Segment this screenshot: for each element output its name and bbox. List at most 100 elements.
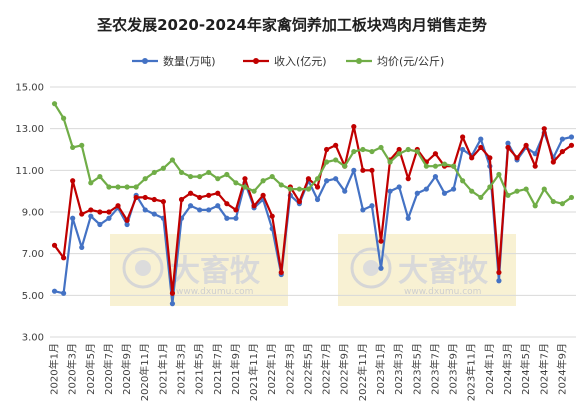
data-point [550,198,556,205]
data-point [378,144,384,151]
watermark-url: www.dxumu.com [176,287,253,297]
data-point [378,265,384,271]
data-point [169,157,176,163]
data-point [324,178,330,184]
data-point [487,155,493,161]
y-tick-label: 9.00 [22,208,44,219]
data-point [378,238,384,244]
x-tick-label: 2021年7月 [211,343,224,395]
x-tick-label: 2024年5月 [519,343,532,395]
x-tick-label: 2022年7月 [320,343,333,395]
data-point [233,207,239,213]
data-point [351,167,357,173]
data-point [314,196,321,203]
data-point [405,176,411,182]
data-point [178,196,185,203]
x-tick-label: 2020年3月 [66,343,79,395]
x-tick-label: 2020年11月 [138,343,151,401]
data-point [79,142,85,148]
data-point [360,207,366,213]
data-point [97,221,103,228]
data-point [568,194,575,201]
x-tick-label: 2022年9月 [338,343,351,395]
x-tick-label: 2023年9月 [447,343,460,395]
data-point [97,173,103,180]
x-tick-label: 2020年7月 [102,343,115,395]
data-point [115,184,121,190]
data-point [61,290,67,296]
data-point [269,173,275,180]
data-point [61,255,67,261]
x-tick-label: 2024年1月 [483,343,496,395]
data-point [532,151,538,157]
y-tick-label: 13.00 [15,124,44,135]
x-tick-label: 2023年11月 [465,343,478,401]
legend-label: 收入(亿元) [274,54,327,68]
data-point [460,146,466,153]
watermark-logo-dot-icon [363,260,379,276]
y-tick-label: 3.00 [22,333,44,344]
data-point [160,165,166,171]
data-point [160,198,166,205]
data-point [559,201,565,207]
x-tick-label: 2020年1月 [48,343,61,395]
data-point [142,194,148,201]
data-point [478,136,484,142]
data-point [514,155,520,161]
data-point [387,159,393,165]
legend-label: 数量(万吨) [163,55,216,68]
watermark-brand: 大畜牧 [170,254,261,289]
data-point [396,146,402,153]
data-point [505,140,511,146]
x-tick-label: 2024年7月 [537,343,550,395]
data-point [151,169,157,176]
data-point [106,209,112,215]
data-point [142,207,148,213]
grid [50,86,576,338]
data-point [51,288,58,294]
data-point [469,155,475,161]
data-point [396,151,402,157]
x-tick-label: 2022年1月 [265,343,278,395]
data-point [505,144,511,151]
data-point [559,136,565,142]
watermark-logo-dot-icon [135,260,151,276]
data-point [559,148,565,155]
data-point [478,144,484,151]
data-point [70,215,76,221]
data-point [360,167,366,173]
data-point [133,194,139,201]
data-point [387,188,393,194]
data-point [423,163,429,169]
x-tick-label: 2021年11月 [247,343,260,401]
data-point [287,186,293,192]
x-tick-label: 2023年3月 [392,343,405,395]
x-tick-label: 2024年9月 [555,343,568,395]
data-point [450,163,457,169]
legend-marker [253,58,259,64]
data-point [215,203,221,209]
x-tick-label: 2021年5月 [193,343,206,395]
data-point [133,184,139,190]
data-point [215,176,221,182]
y-tick-label: 7.00 [22,249,44,260]
data-point [79,244,85,251]
series-line-2 [53,103,573,207]
data-point [450,186,457,192]
data-point [333,142,339,148]
data-point [532,203,538,209]
data-point [405,146,411,153]
data-point [541,126,547,132]
chart-title: 圣农发展2020-2024年家禽饲养加工板块鸡肉月销售走势 [96,16,487,34]
data-point [333,176,339,182]
data-point [414,148,420,155]
data-point [342,188,348,194]
x-tick-label: 2024年3月 [501,343,514,395]
data-point [432,163,439,169]
watermark-logo-icon [350,247,392,289]
data-point [224,171,230,178]
data-point [460,134,466,140]
data-point [314,176,321,182]
x-tick-label: 2022年11月 [356,343,369,401]
data-point [296,198,302,205]
